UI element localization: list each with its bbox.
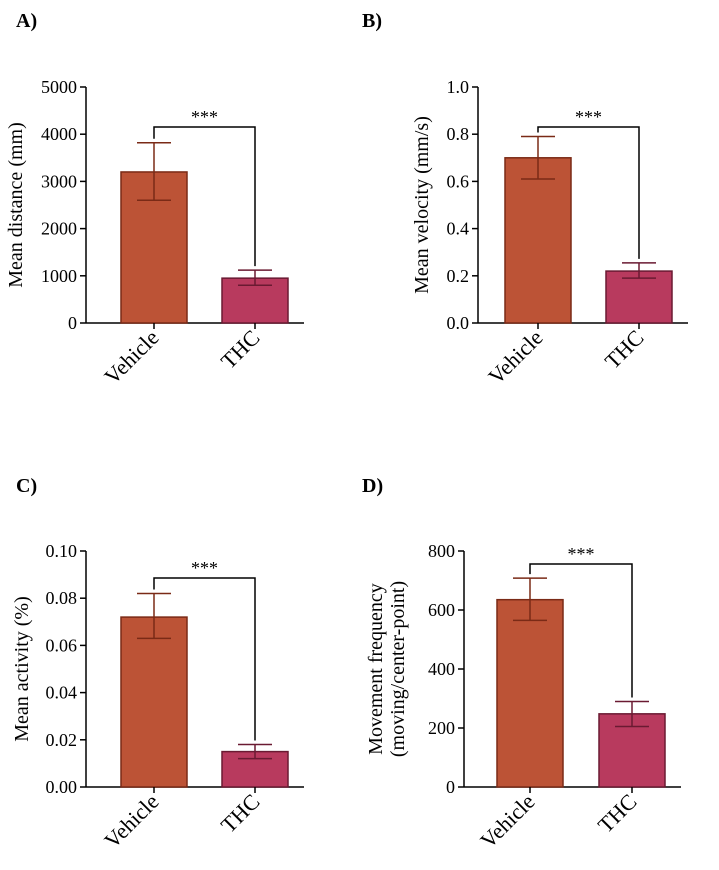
y-axis-title-line2: (moving/center-point) [387, 581, 409, 757]
panel-label: B) [362, 10, 382, 32]
significance-label: *** [191, 107, 218, 127]
y-tick-label: 800 [428, 541, 455, 561]
y-axis-title: Movement frequency [365, 583, 387, 755]
bar-vehicle [496, 598, 564, 788]
y-tick-label: 0.4 [447, 219, 470, 239]
chart-panel-2: B) 0.0 0.2 0.4 0.6 0.8 1.0 Vehicle THC *** Mean ve… [362, 10, 688, 389]
category-label: THC [600, 325, 649, 374]
bar-thc [605, 270, 673, 324]
y-tick-label: 3000 [41, 171, 77, 191]
panel-label: C) [16, 475, 37, 497]
y-tick-label: 1.0 [447, 77, 470, 97]
y-tick-label: 0.10 [46, 541, 78, 561]
y-tick-label: 600 [428, 600, 455, 620]
y-tick-label: 5000 [41, 77, 77, 97]
y-tick-label: 0.8 [447, 124, 470, 144]
y-tick-label: 0.02 [46, 730, 78, 750]
category-label: Vehicle [475, 789, 539, 853]
bar-vehicle [120, 616, 188, 788]
category-label: THC [216, 325, 265, 374]
y-tick-label: 0.00 [46, 777, 78, 797]
y-tick-label: 0.06 [46, 635, 78, 655]
panel-label: D) [362, 475, 383, 497]
y-axis-title: Mean distance (mm) [5, 122, 27, 288]
bar-vehicle [504, 157, 572, 324]
y-tick-label: 4000 [41, 124, 77, 144]
category-label: THC [216, 789, 265, 838]
significance-bracket [153, 126, 256, 267]
category-label: Vehicle [99, 325, 163, 389]
y-tick-label: 0.08 [46, 588, 78, 608]
y-axis-title: Mean velocity (mm/s) [411, 116, 433, 294]
y-tick-label: 0.2 [447, 266, 470, 286]
y-tick-label: 2000 [41, 219, 77, 239]
y-tick-label: 0 [68, 313, 77, 333]
significance-label: *** [568, 544, 595, 564]
significance-bracket [537, 126, 640, 259]
y-tick-label: 0.0 [447, 313, 470, 333]
significance-bracket [153, 577, 256, 741]
y-tick-label: 400 [428, 659, 455, 679]
y-tick-label: 1000 [41, 266, 77, 286]
y-tick-label: 0 [446, 777, 455, 797]
y-tick-label: 0.04 [46, 683, 78, 703]
significance-label: *** [191, 558, 218, 578]
chart-panel-3: C) 0.00 0.02 0.04 0.06 0.08 0.10 Vehicle THC *** M… [11, 475, 304, 853]
significance-bracket [529, 563, 633, 698]
chart-panel-4: D) 0 200 400 600 800 Vehicle THC *** Movement fre… [362, 475, 681, 853]
y-axis-title: Mean activity (%) [11, 596, 33, 742]
significance-label: *** [575, 107, 602, 127]
y-tick-label: 200 [428, 718, 455, 738]
category-label: THC [593, 789, 642, 838]
category-label: Vehicle [483, 325, 547, 389]
panel-label: A) [16, 10, 37, 32]
y-tick-label: 0.6 [447, 171, 470, 191]
chart-panel-1: A) 0 1000 2000 3000 4000 5000 Vehicle THC *** Mean… [5, 10, 304, 389]
category-label: Vehicle [99, 789, 163, 853]
